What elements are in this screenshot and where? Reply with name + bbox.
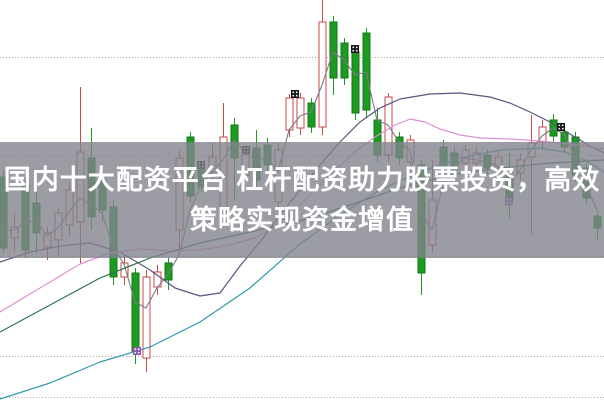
headline-banner: 国内十大配资平台 杠杆配资助力股票投资，高效 策略实现资金增值 — [0, 142, 604, 258]
headline-line-1: 国内十大配资平台 杠杆配资助力股票投资，高效 — [3, 165, 601, 195]
headline-line-2: 策略实现资金增值 — [190, 205, 414, 235]
